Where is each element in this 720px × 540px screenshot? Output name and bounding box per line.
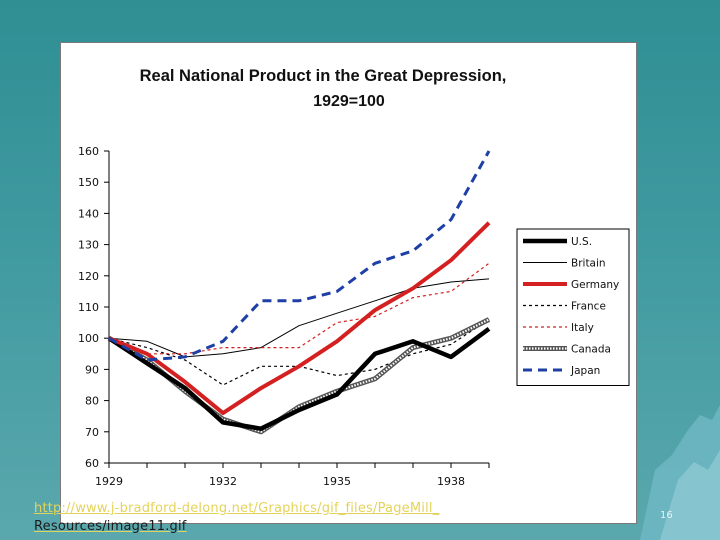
series-italy: [108, 262, 490, 355]
y-tick-label: 120: [78, 270, 99, 283]
chart-image: Real National Product in the Great Depre…: [60, 42, 637, 524]
y-tick-label: 90: [85, 363, 99, 376]
y-axis-ticks: 60 70 80 90 100 110 120 130 140 150 160: [78, 145, 109, 470]
series-line-hatch: [108, 318, 490, 433]
depression-chart: Real National Product in the Great Depre…: [78, 67, 630, 488]
legend-label: France: [571, 301, 606, 313]
source-link[interactable]: http://www.j-bradford-delong.net/Graphic…: [34, 500, 614, 536]
series-line: [108, 278, 490, 358]
y-tick-label: 60: [85, 457, 99, 470]
legend-label: Italy: [571, 322, 594, 334]
y-tick-label: 130: [78, 239, 99, 252]
y-tick-label: 70: [85, 426, 99, 439]
legend-label: Japan: [570, 365, 600, 377]
y-tick-label: 140: [78, 207, 99, 220]
x-tick-label: 1935: [323, 475, 351, 488]
source-link-line1[interactable]: http://www.j-bradford-delong.net/Graphic…: [34, 501, 440, 516]
series-germany: [108, 221, 491, 416]
x-tick-label: 1938: [437, 475, 465, 488]
series-us: [107, 326, 491, 431]
plot-frame: [108, 151, 489, 464]
chart-subtitle: 1929=100: [313, 93, 385, 110]
x-tick-label: 1932: [209, 475, 237, 488]
legend-label: Britain: [571, 258, 606, 270]
y-tick-label: 160: [78, 145, 99, 158]
y-tick-label: 80: [85, 395, 99, 408]
series-lines: [107, 150, 491, 435]
x-axis-ticks: 1929 1932 1935 1938: [95, 463, 490, 488]
page-number: 16: [660, 510, 673, 521]
legend-label: U.S.: [571, 236, 592, 248]
y-tick-label: 100: [78, 332, 99, 345]
legend-label: Canada: [571, 344, 611, 356]
x-tick-label: 1929: [95, 475, 123, 488]
legend-label: Germany: [571, 279, 619, 291]
series-britain: [108, 278, 490, 358]
legend-box: [516, 228, 630, 386]
y-tick-label: 110: [78, 301, 99, 314]
series-line: [108, 150, 491, 362]
series-japan: [108, 150, 491, 362]
series-line: [107, 326, 491, 431]
legend: U.S. Britain Germany France Italy Canada Japan: [516, 228, 630, 386]
chart-title: Real National Product in the Great Depre…: [140, 67, 507, 85]
series-line: [108, 221, 491, 416]
series-line: [108, 262, 490, 355]
source-link-line2[interactable]: Resources/image11.gif: [34, 519, 187, 534]
y-tick-label: 150: [78, 176, 99, 189]
